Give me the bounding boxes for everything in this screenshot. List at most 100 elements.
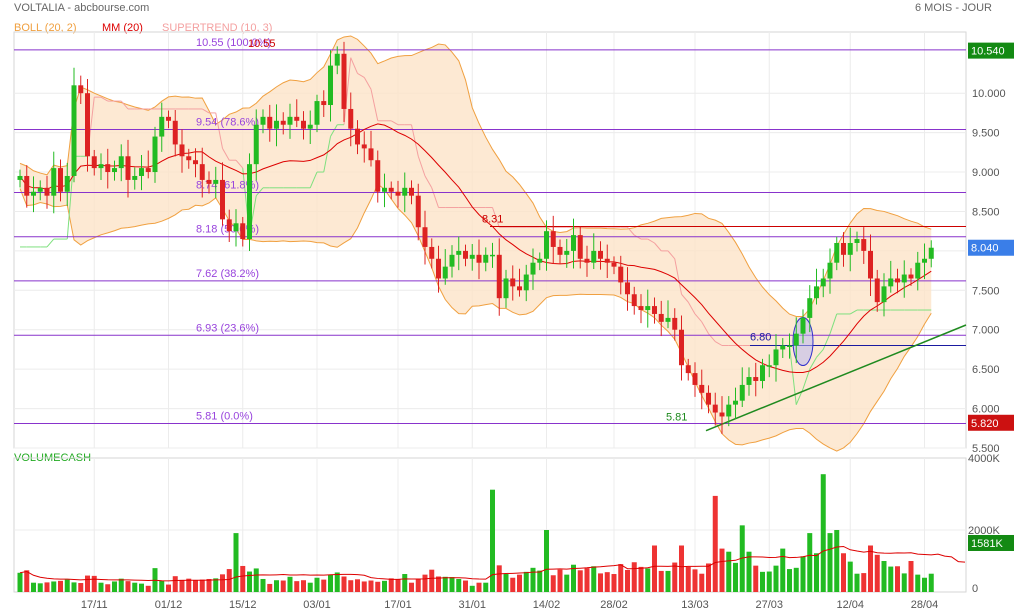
volume-bar — [287, 576, 293, 592]
candle-body — [240, 223, 246, 240]
candle-body — [436, 258, 441, 279]
candle-body — [51, 168, 57, 196]
supertrend-segment — [417, 156, 426, 177]
volume-bar — [733, 562, 738, 592]
supertrend-segment — [215, 112, 223, 149]
annotation-high: 10.55 — [248, 38, 276, 50]
candle-body — [388, 187, 394, 192]
volume-bar — [307, 582, 313, 592]
volume-bar — [145, 585, 151, 592]
volume-bar — [449, 577, 455, 592]
volume-bar — [706, 563, 711, 592]
candle-body — [64, 175, 70, 192]
candle-body — [463, 250, 468, 259]
volume-bar — [51, 581, 57, 592]
volume-bar — [442, 576, 448, 592]
volume-bar — [213, 578, 219, 592]
x-tick-label: 12/04 — [836, 599, 864, 611]
candle-body — [145, 168, 151, 173]
candle-body — [591, 250, 597, 263]
candle-body — [537, 258, 543, 263]
volume-bar — [780, 548, 786, 592]
volume-bar — [429, 569, 435, 592]
volume-bar — [193, 580, 198, 592]
price-tick-label: 6.500 — [972, 364, 1000, 376]
candle-body — [577, 235, 583, 259]
supertrend-segment — [357, 73, 365, 78]
price-tick-label: 8.500 — [972, 206, 1000, 218]
volume-bar — [355, 579, 360, 592]
volume-bar — [517, 574, 522, 592]
candle-body — [861, 239, 867, 251]
volume-bar — [78, 583, 84, 592]
candle-body — [874, 278, 880, 303]
candle-body — [881, 286, 887, 303]
volume-bar — [618, 564, 624, 592]
volume-bar — [24, 570, 30, 592]
volume-bar — [71, 582, 77, 592]
candle-body — [442, 266, 448, 279]
volume-bar — [496, 565, 502, 592]
candle-body — [253, 124, 259, 165]
supertrend-segment — [201, 108, 210, 114]
volume-bar — [577, 570, 583, 592]
candle-body — [685, 365, 691, 374]
candle-body — [469, 254, 475, 259]
candle-body — [166, 116, 171, 121]
candle-body — [908, 274, 914, 279]
volume-bar — [139, 583, 144, 592]
candle-body — [193, 160, 198, 165]
volume-bar — [463, 580, 468, 592]
volume-bar — [17, 572, 23, 592]
supertrend-segment — [100, 96, 109, 102]
legend-bollinger: BOLL (20, 2) — [14, 22, 77, 34]
x-tick-label: 13/03 — [681, 599, 709, 611]
candle-body — [382, 187, 387, 192]
volume-bar — [348, 580, 354, 592]
volume-bar — [456, 578, 462, 592]
candle-body — [564, 250, 570, 255]
candle-body — [739, 384, 745, 401]
candle-body — [260, 116, 266, 125]
legend-mm: MM (20) — [102, 22, 143, 34]
volume-bar — [267, 583, 273, 592]
supertrend-segment — [323, 136, 331, 173]
annotation-low: 5.81 — [666, 412, 687, 424]
volume-bar — [537, 570, 543, 592]
candle-body — [98, 164, 104, 169]
candle-body — [85, 93, 90, 157]
volume-bar — [166, 584, 171, 592]
volume-bar — [604, 572, 610, 592]
x-tick-label: 28/02 — [600, 599, 628, 611]
candle-body — [598, 250, 603, 259]
candle-body — [922, 258, 927, 263]
volume-bar — [415, 578, 421, 592]
candle-body — [719, 412, 725, 417]
candle-body — [267, 116, 273, 129]
volume-bar — [699, 573, 705, 592]
supertrend-segment — [822, 333, 831, 350]
bollinger-upper — [19, 35, 932, 318]
candle-body — [766, 365, 772, 367]
candle-body — [834, 243, 840, 263]
candle-body — [409, 187, 414, 196]
candle-body — [422, 227, 428, 247]
bollinger-lower — [19, 183, 932, 452]
volume-bar — [247, 571, 252, 592]
candle-body — [679, 329, 684, 366]
candle-body — [348, 108, 354, 129]
bollinger-band-fill — [20, 35, 932, 452]
fibonacci-label: 6.93 (23.6%) — [196, 322, 259, 334]
candle-body — [550, 231, 556, 247]
supertrend-segment — [647, 238, 655, 244]
volume-bar — [301, 580, 306, 592]
candle-body — [307, 124, 313, 129]
volume-bar — [490, 489, 495, 592]
volume-bar — [888, 566, 894, 592]
supertrend-segment — [816, 349, 824, 358]
candle-body — [375, 160, 381, 192]
supertrend-segment — [627, 226, 635, 236]
candle-body — [71, 85, 77, 176]
volume-bar — [787, 569, 792, 592]
supertrend-segment — [492, 207, 500, 228]
